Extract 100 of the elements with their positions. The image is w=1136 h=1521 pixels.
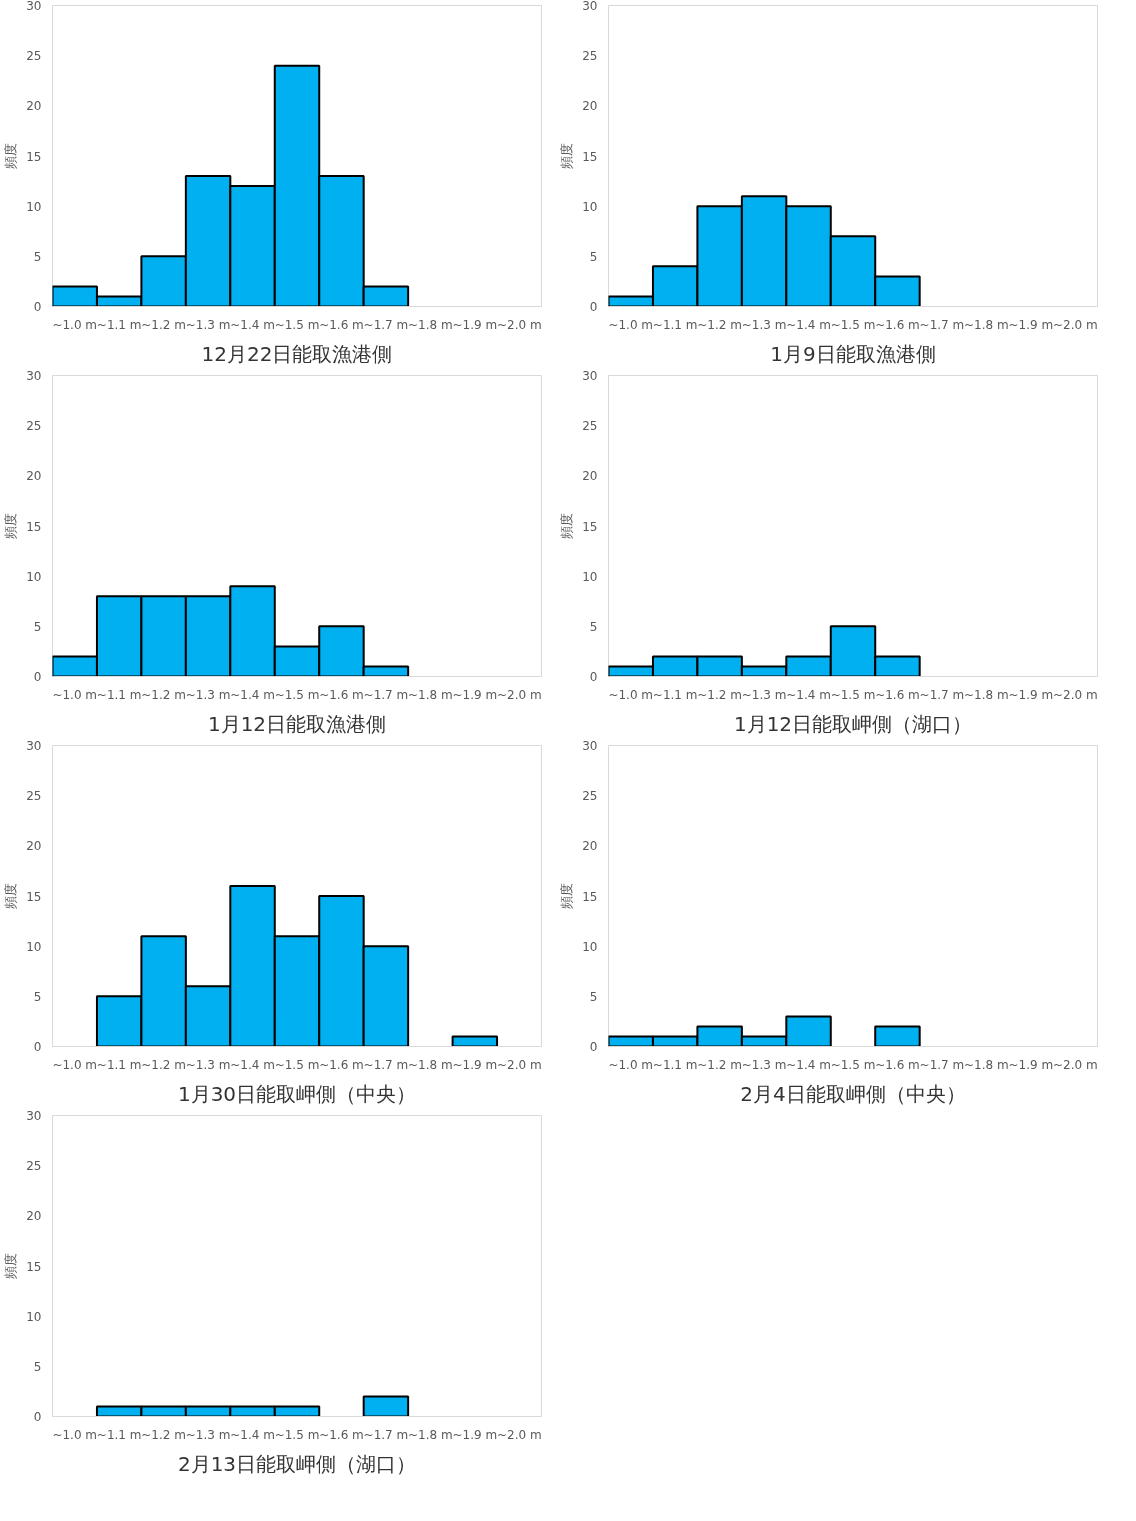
- y-tick-label: 10: [26, 939, 42, 954]
- y-tick-label: 20: [26, 99, 42, 114]
- x-tick-label: ~1.0 m: [52, 317, 98, 332]
- x-tick-label: ~1.3 m: [741, 687, 787, 702]
- x-tick-label: ~1.1 m: [96, 317, 142, 332]
- text: 12月22日能取漁港側: [201, 341, 393, 366]
- y-axis-title: 頻度: [3, 1253, 19, 1279]
- x-tick-label: ~1.6 m: [319, 687, 364, 702]
- text: 1月12日能取漁港側: [207, 711, 387, 736]
- y-tick-label: 10: [26, 199, 42, 214]
- text: 2月4日能取岬側（中央）: [740, 1081, 966, 1106]
- y-tick-label: 10: [582, 939, 598, 954]
- x-tick-label: ~2.0 m: [1052, 687, 1098, 702]
- y-tick-label: 25: [582, 49, 598, 64]
- x-tick-label: ~1.0 m: [608, 1057, 654, 1072]
- x-tick-label: ~1.3 m: [185, 1427, 231, 1442]
- y-tick-label: 20: [26, 1209, 42, 1224]
- y-tick-label: 25: [26, 1159, 42, 1174]
- x-tick-label: ~1.0 m: [52, 687, 98, 702]
- x-tick-label: ~2.0 m: [1052, 317, 1098, 332]
- x-tick-label: ~1.1 m: [652, 317, 698, 332]
- x-tick-label: ~1.0 m: [608, 687, 654, 702]
- y-axis-title: 頻度: [559, 883, 575, 909]
- y-tick-label: 20: [26, 469, 42, 484]
- x-tick-label: ~1.4 m: [786, 1057, 831, 1072]
- y-axis-title: 頻度: [559, 513, 575, 539]
- x-tick-label: ~1.2 m: [697, 687, 742, 702]
- y-tick-label: 5: [33, 619, 42, 634]
- y-axis-title: 頻度: [3, 883, 19, 909]
- x-tick-label: ~1.2 m: [697, 1057, 742, 1072]
- y-axis-title: 頻度: [3, 513, 19, 539]
- x-tick-label: ~1.8 m: [408, 317, 453, 332]
- y-tick-label: 15: [26, 1259, 42, 1274]
- text: 2月13日能取岬側（湖口）: [177, 1451, 417, 1476]
- x-tick-label: ~1.4 m: [230, 1427, 275, 1442]
- y-tick-label: 0: [589, 670, 598, 684]
- x-tick-label: ~1.8 m: [964, 687, 1009, 702]
- y-tick-label: 5: [33, 989, 42, 1004]
- x-tick-label: ~1.6 m: [319, 317, 364, 332]
- x-tick-label: ~1.6 m: [875, 687, 920, 702]
- x-tick-label: ~1.1 m: [96, 687, 142, 702]
- x-tick-label: ~1.9 m: [452, 1057, 498, 1072]
- y-tick-label: 0: [33, 300, 42, 314]
- x-tick-label: ~1.7 m: [919, 317, 965, 332]
- x-tick-label: ~1.7 m: [919, 1057, 965, 1072]
- x-tick-label: ~1.2 m: [141, 687, 186, 702]
- x-tick-label: ~1.5 m: [830, 687, 876, 702]
- x-tick-label: ~2.0 m: [496, 1427, 542, 1442]
- y-tick-label: 0: [33, 1410, 42, 1424]
- x-tick-label: ~1.3 m: [185, 1057, 231, 1072]
- y-tick-label: 30: [26, 0, 42, 13]
- y-tick-label: 25: [26, 49, 42, 64]
- x-tick-label: ~1.2 m: [697, 317, 742, 332]
- x-tick-label: ~1.5 m: [274, 317, 320, 332]
- y-tick-label: 5: [33, 1359, 42, 1374]
- y-tick-label: 25: [26, 789, 42, 804]
- y-tick-label: 30: [26, 1109, 42, 1123]
- x-tick-label: ~2.0 m: [496, 1057, 542, 1072]
- y-tick-label: 25: [582, 419, 598, 434]
- y-tick-label: 15: [582, 149, 598, 164]
- y-tick-label: 0: [589, 1040, 598, 1054]
- y-tick-label: 15: [582, 889, 598, 904]
- y-tick-label: 10: [26, 569, 42, 584]
- x-tick-label: ~1.9 m: [452, 687, 498, 702]
- y-tick-label: 20: [26, 839, 42, 854]
- y-tick-label: 30: [26, 369, 42, 383]
- x-tick-label: ~1.2 m: [141, 1057, 186, 1072]
- x-tick-label: ~1.6 m: [875, 317, 920, 332]
- x-tick-label: ~1.5 m: [830, 317, 876, 332]
- y-tick-label: 15: [582, 519, 598, 534]
- y-tick-label: 20: [582, 99, 598, 114]
- x-tick-label: ~2.0 m: [1052, 1057, 1098, 1072]
- x-tick-label: ~1.9 m: [1008, 317, 1054, 332]
- x-tick-label: ~1.8 m: [408, 687, 453, 702]
- x-tick-label: ~1.6 m: [319, 1427, 364, 1442]
- x-tick-label: ~1.6 m: [875, 1057, 920, 1072]
- x-tick-label: ~2.0 m: [496, 317, 542, 332]
- y-tick-label: 20: [582, 839, 598, 854]
- y-tick-label: 5: [589, 989, 598, 1004]
- y-tick-label: 15: [26, 149, 42, 164]
- x-tick-label: ~1.4 m: [786, 687, 831, 702]
- x-tick-label: ~1.0 m: [52, 1427, 98, 1442]
- y-tick-label: 5: [33, 249, 42, 264]
- x-tick-label: ~1.8 m: [964, 1057, 1009, 1072]
- x-tick-label: ~1.3 m: [185, 317, 231, 332]
- x-tick-label: ~1.9 m: [1008, 1057, 1054, 1072]
- y-tick-label: 10: [26, 1309, 42, 1324]
- x-tick-label: ~1.7 m: [363, 1057, 409, 1072]
- x-tick-label: ~1.9 m: [1008, 687, 1054, 702]
- x-tick-label: ~1.8 m: [408, 1057, 453, 1072]
- y-tick-label: 20: [582, 469, 598, 484]
- x-tick-label: ~1.1 m: [652, 1057, 698, 1072]
- x-tick-label: ~1.3 m: [185, 687, 231, 702]
- x-tick-label: ~1.1 m: [96, 1427, 142, 1442]
- x-tick-label: ~1.8 m: [964, 317, 1009, 332]
- x-tick-label: ~1.9 m: [452, 317, 498, 332]
- x-tick-label: ~1.1 m: [96, 1057, 142, 1072]
- y-tick-label: 30: [582, 369, 598, 383]
- x-tick-label: ~1.7 m: [363, 687, 409, 702]
- x-tick-label: ~1.5 m: [274, 687, 320, 702]
